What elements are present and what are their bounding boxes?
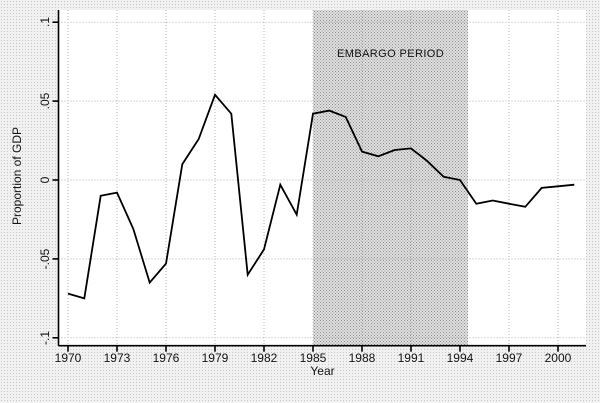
x-tick-label: 2000: [544, 351, 572, 365]
embargo-period-label: EMBARGO PERIOD: [337, 48, 445, 60]
y-tick-label: 0: [38, 176, 52, 184]
y-tick-label: .05: [38, 92, 52, 110]
y-axis-title: Proportion of GDP: [10, 126, 24, 226]
x-tick-label: 1970: [54, 351, 82, 365]
x-tick-label: 1976: [152, 351, 180, 365]
x-axis-title: Year: [310, 364, 335, 378]
embargo-region: EMBARGO PERIOD: [312, 10, 469, 346]
x-tick-label: 1988: [348, 351, 376, 365]
x-tick-label: 1982: [250, 351, 278, 365]
x-tick-label: 1979: [201, 351, 229, 365]
x-tick-label: 1997: [495, 351, 523, 365]
y-tick-label: -.1: [38, 330, 52, 345]
y-tick-label: .1: [38, 17, 52, 28]
x-tick-label: 1994: [446, 351, 474, 365]
x-tick-label: 1991: [397, 351, 425, 365]
x-tick-label: 1973: [103, 351, 131, 365]
x-tick-label: 1985: [299, 351, 327, 365]
y-tick-label: -.05: [38, 248, 52, 270]
